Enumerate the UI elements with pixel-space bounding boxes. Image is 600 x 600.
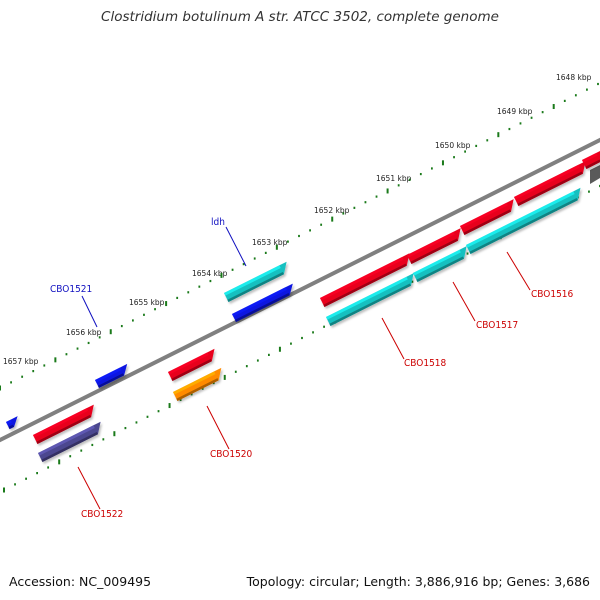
gene-red-right-highlight: [514, 164, 580, 200]
gene-ldh-cyan-highlight: [224, 265, 281, 296]
leader-cbo1517: [452, 281, 476, 322]
gene-purple-1522-shade: [41, 431, 98, 462]
leader-cbo1521: [81, 295, 98, 328]
gene-red-1517-shade: [410, 238, 458, 264]
gene-cbo1521-blue-shade: [97, 373, 125, 389]
tick-label-1655: 1655 kbp: [129, 298, 165, 307]
tick-label-1649: 1649 kbp: [497, 107, 533, 116]
gene-cyan-1517-shade: [416, 256, 464, 282]
gene-label-cbo1520: CBO1520: [210, 449, 253, 460]
gene-red-1522-shade: [36, 414, 92, 444]
gene-red-1518-highlight: [320, 256, 404, 301]
gene-label-cbo1521: CBO1521: [50, 284, 92, 295]
gene-cyan-1518-highlight: [326, 276, 408, 320]
gene-cyan-1516-highlight: [466, 191, 575, 248]
map-title: Clostridium botulinum A str. ATCC 3502, …: [101, 9, 499, 25]
gene-red-right-shade: [517, 171, 583, 206]
gene-cyan-1518-shade: [329, 283, 411, 326]
tick-label-1653: 1653 kbp: [252, 238, 288, 247]
gene-blue-edge-highlight: [6, 419, 12, 425]
gene-blue-edge: [6, 416, 18, 430]
gene-cyan-1517-highlight: [413, 249, 461, 276]
gene-blue-1-highlight: [232, 287, 288, 317]
gene-red-1517-highlight: [407, 231, 455, 258]
gene-label-cbo1517: CBO1517: [476, 320, 518, 331]
leader-cbo1522: [77, 466, 101, 510]
tick-label-1648: 1648 kbp: [556, 73, 592, 82]
gene-red-1516-highlight: [460, 202, 508, 229]
gene-ldh-cyan-shade: [227, 271, 284, 302]
gene-label-cbo1522: CBO1522: [81, 509, 123, 520]
tick-label-1656: 1656 kbp: [66, 328, 102, 337]
leader-cbo1516: [506, 251, 531, 291]
gene-purple-1522-highlight: [38, 425, 95, 456]
tick-label-1657: 1657 kbp: [3, 357, 39, 366]
gene-blue-1-shade: [234, 292, 290, 323]
gene-blue-edge-shade: [8, 424, 15, 430]
gene-label-cbo1516: CBO1516: [531, 289, 574, 300]
tick-label-1650: 1650 kbp: [435, 141, 471, 150]
gene-label-cbo1518: CBO1518: [404, 358, 447, 369]
gene-red-1518-shade: [323, 263, 407, 307]
accession-text: Accession: NC_009495: [9, 574, 152, 589]
gene-red-1520-highlight: [168, 352, 209, 375]
gene-red-1516-shade: [463, 209, 511, 235]
gene-orange-1520-shade: [176, 378, 219, 401]
gene-red-edge-highlight: [582, 152, 598, 163]
gene-label-ldh: ldh: [211, 217, 225, 228]
gene-red-1520-shade: [171, 359, 212, 381]
backbone-end-fill: [590, 165, 600, 184]
gene-red-edge-shade: [585, 159, 600, 169]
tick-label-1651: 1651 kbp: [376, 174, 412, 183]
tick-label-1654: 1654 kbp: [192, 269, 228, 278]
leader-ldh: [225, 226, 247, 267]
gene-red-1522-highlight: [33, 408, 89, 438]
gene-cyan-1516-shade: [469, 198, 578, 254]
leader-cbo1520: [206, 405, 230, 450]
tick-label-1652: 1652 kbp: [314, 206, 350, 215]
genome-backbone: [0, 137, 600, 443]
map-graphics: [0, 82, 600, 510]
leader-cbo1518: [381, 317, 405, 360]
gene-cbo1521-blue-highlight: [95, 367, 122, 383]
gene-orange-1520-highlight: [173, 371, 216, 395]
genome-summary-text: Topology: circular; Length: 3,886,916 bp…: [246, 574, 590, 589]
